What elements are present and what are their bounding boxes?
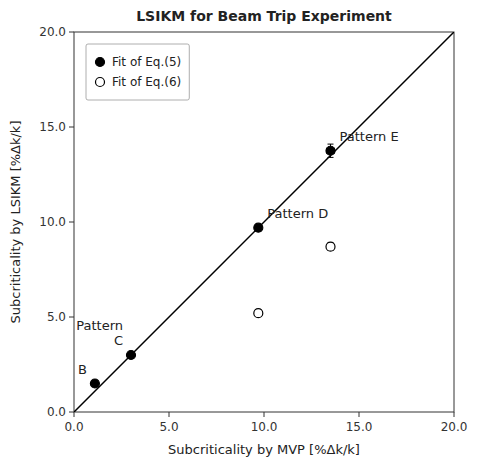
point <box>326 242 335 251</box>
annotation-line: Pattern E <box>340 129 399 144</box>
x-tick <box>454 412 455 417</box>
point <box>90 379 99 388</box>
error-cap <box>328 157 334 158</box>
annotation-line: B <box>78 362 87 377</box>
legend-marker <box>96 58 105 67</box>
plot-frame <box>74 32 454 412</box>
legend-label: Fit of Eq.(5) <box>112 55 181 69</box>
y-tick-label: 15.0 <box>39 120 66 134</box>
annotation-line: Pattern <box>76 318 123 333</box>
x-tick <box>264 412 265 417</box>
annotation: B <box>78 362 87 377</box>
y-tick <box>69 32 74 33</box>
reference-line <box>74 32 454 412</box>
y-tick <box>69 222 74 223</box>
title: LSIKM for Beam Trip Experiment <box>136 8 392 24</box>
point <box>254 309 263 318</box>
error-cap <box>328 144 334 145</box>
x-tick-label: 0.0 <box>64 420 83 434</box>
legend: Fit of Eq.(5) Fit of Eq.(6) <box>86 44 189 100</box>
annotation-line: Pattern D <box>267 206 328 221</box>
annotation: Pattern D <box>267 206 328 221</box>
x-axis-label: Subcriticality by MVP [%Δk/k] <box>168 442 360 457</box>
x-tick <box>169 412 170 417</box>
legend-marker <box>96 78 105 87</box>
y-tick-label: 20.0 <box>39 25 66 39</box>
point <box>127 351 136 360</box>
y-tick <box>69 317 74 318</box>
annotation-line: C <box>114 333 123 348</box>
x-tick <box>74 412 75 417</box>
y-tick <box>69 127 74 128</box>
plot-marks <box>74 32 454 412</box>
point <box>254 223 263 232</box>
x-tick-label: 10.0 <box>251 420 278 434</box>
x-tick-label: 15.0 <box>346 420 373 434</box>
x-tick-label: 20.0 <box>441 420 468 434</box>
x-tick <box>359 412 360 417</box>
legend-label: Fit of Eq.(6) <box>112 75 181 89</box>
plot-area <box>74 32 454 412</box>
chart: 0.0 5.0 10.0 15.0 20.0 0.0 5.0 10.0 15.0 20.0 Subc… <box>0 0 500 468</box>
legend-frame <box>86 44 189 100</box>
point <box>326 146 335 155</box>
x-tick-label: 5.0 <box>159 420 178 434</box>
y-tick-label: 0.0 <box>47 405 66 419</box>
y-tick-label: 5.0 <box>47 310 66 324</box>
annotation: PatternC <box>76 318 123 348</box>
annotation: Pattern E <box>340 129 399 144</box>
y-tick-label: 10.0 <box>39 215 66 229</box>
y-tick <box>69 412 74 413</box>
y-axis-label: Subcriticality by LSIKM [%Δk/k] <box>8 121 23 324</box>
